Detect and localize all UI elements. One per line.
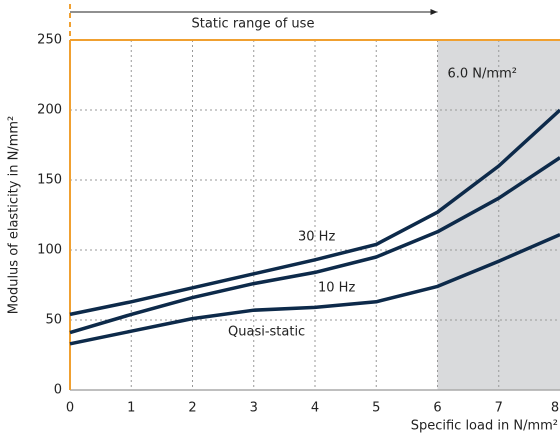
range-label: Static range of use <box>192 17 315 32</box>
series-label: 30 Hz <box>298 230 335 245</box>
series-label: Quasi-static <box>228 325 305 340</box>
series-label: 10 Hz <box>318 281 355 296</box>
y-tick-label: 150 <box>37 173 62 188</box>
x-tick-label: 0 <box>66 401 74 416</box>
y-tick-label: 0 <box>54 383 62 398</box>
x-axis-label: Specific load in N/mm² <box>411 419 558 434</box>
y-axis-label: Modulus of elasticity in N/mm² <box>7 116 22 314</box>
x-tick-label: 1 <box>127 401 135 416</box>
y-tick-label: 100 <box>37 243 62 258</box>
x-tick-label: 6 <box>433 401 441 416</box>
x-tick-label: 4 <box>311 401 319 416</box>
series-line <box>69 156 560 335</box>
x-tick-label: 5 <box>372 401 380 416</box>
x-tick-label: 2 <box>188 401 196 416</box>
region-label: 6.0 N/mm² <box>448 67 517 82</box>
series-line <box>69 108 560 317</box>
x-tick-label: 8 <box>551 401 559 416</box>
y-tick-label: 50 <box>45 313 62 328</box>
series-line <box>69 232 560 346</box>
x-tick-label: 7 <box>495 401 503 416</box>
y-tick-label: 250 <box>37 33 62 48</box>
x-tick-label: 3 <box>250 401 258 416</box>
y-tick-label: 200 <box>37 103 62 118</box>
